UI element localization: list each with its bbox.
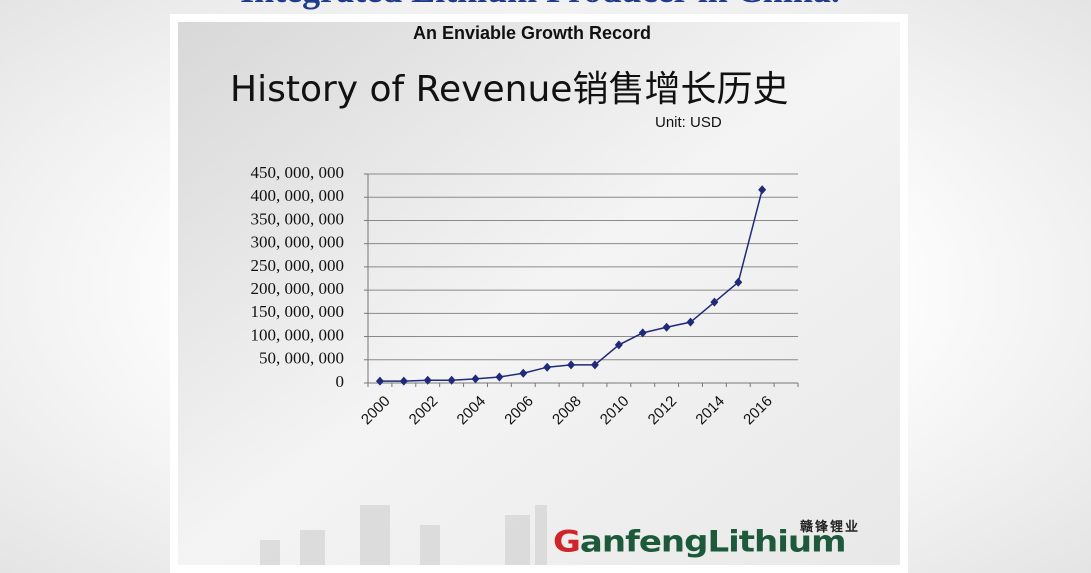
data-point [638,328,647,338]
data-point [471,374,480,384]
chart-title: History of Revenue销售增长历史 [230,69,788,110]
data-point [567,360,576,370]
y-tick-label: 100, 000, 000 [251,325,345,344]
skyline [260,505,547,565]
logo-chinese: 赣锋锂业 [800,520,861,535]
data-point [543,362,552,372]
y-tick-label: 400, 000, 000 [251,186,345,205]
data-point [495,372,504,382]
data-point [710,297,719,307]
data-point [662,322,671,332]
data-point [399,376,408,386]
y-tick-label: 300, 000, 000 [251,233,345,252]
y-tick-label: 200, 000, 000 [251,279,345,298]
data-point [519,368,528,378]
data-point [614,340,623,350]
data-point [734,277,743,287]
unit-label: Unit: USD [655,114,722,131]
y-tick-label: 250, 000, 000 [251,256,345,275]
panel-heading: An Enviable Growth Record [413,23,651,43]
data-point [375,376,384,386]
panel-bg [178,22,900,565]
y-tick-label: 50, 000, 000 [259,349,344,368]
data-point [758,185,767,195]
data-point [423,375,432,385]
data-point [590,360,599,370]
y-tick-label: 450, 000, 000 [251,163,345,182]
data-point [686,317,695,327]
logo: GanfengLithium [553,525,847,559]
y-tick-label: 150, 000, 000 [251,302,345,321]
y-tick-label: 0 [336,372,345,391]
y-tick-label: 350, 000, 000 [251,209,345,228]
data-point [447,375,456,385]
slide-title: Integrated Lithium Producer in China. [240,0,840,10]
